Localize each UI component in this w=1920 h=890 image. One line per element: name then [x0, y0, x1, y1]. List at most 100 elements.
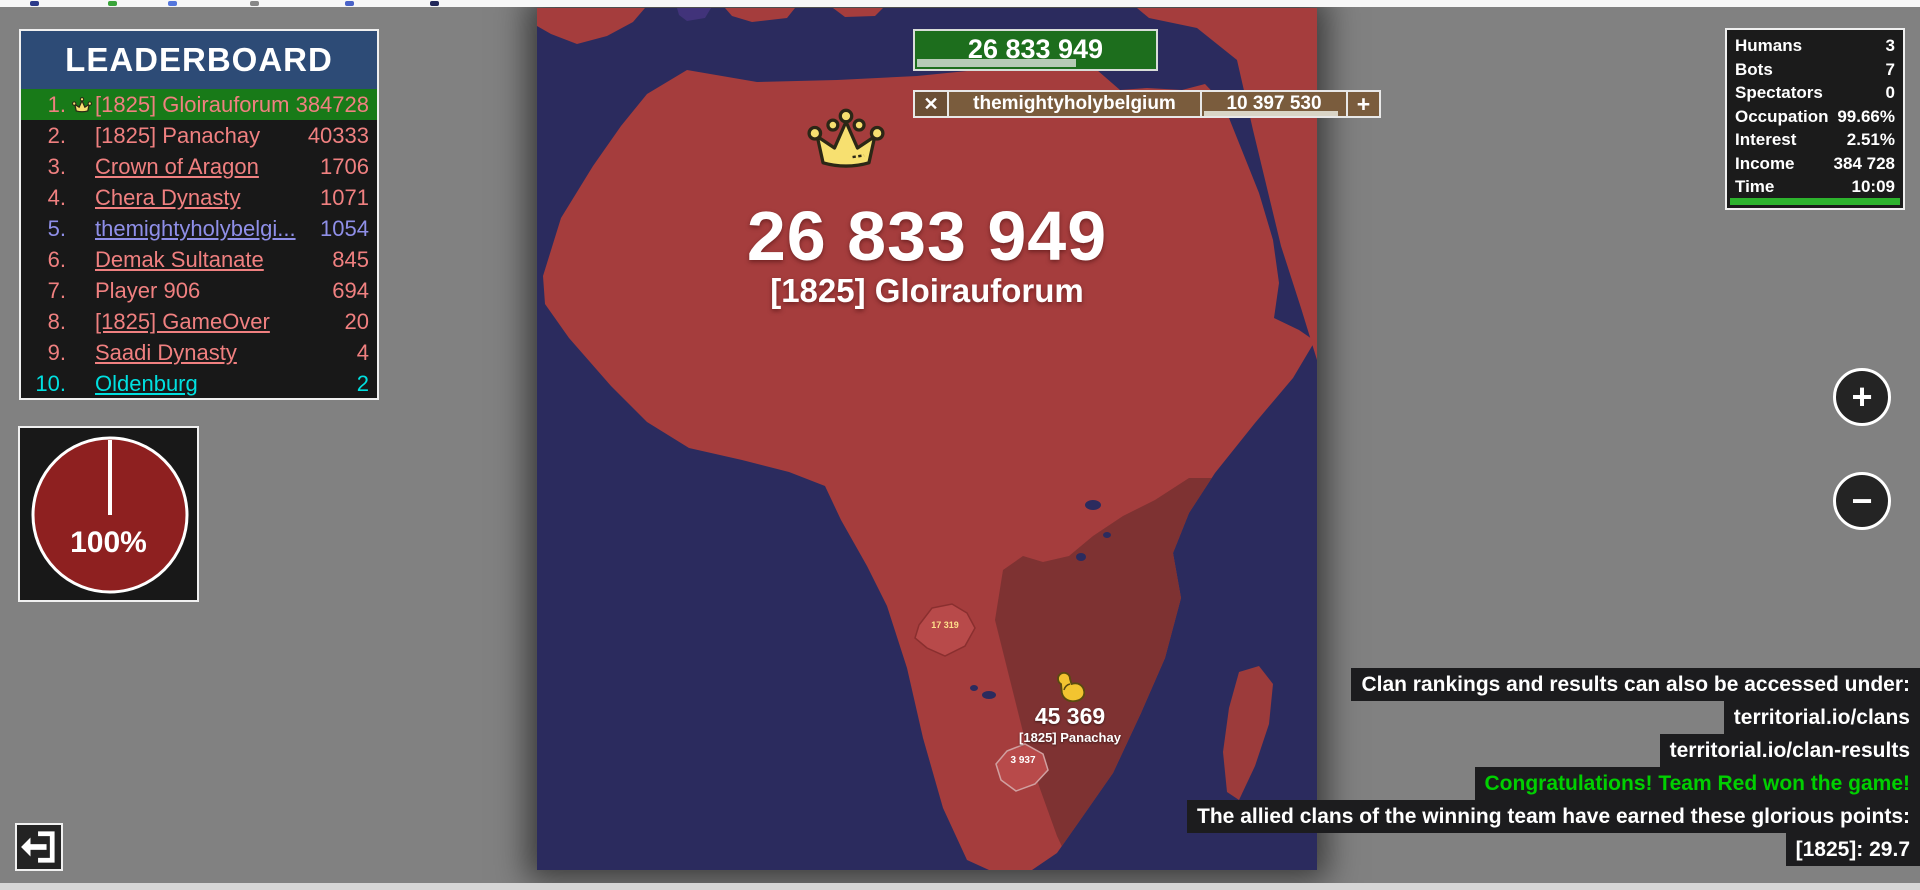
target-balance-progress — [1204, 111, 1338, 116]
leaderboard-row-9[interactable]: 9. Saadi Dynasty 4 — [21, 337, 377, 368]
leader-territory-score: 26 833 949 — [746, 197, 1108, 275]
exit-icon — [21, 831, 55, 863]
stat-value: 3 — [1885, 36, 1895, 55]
player-name: Chera Dynasty — [95, 184, 241, 210]
crown-icon — [805, 106, 887, 172]
player-score: 384728 — [295, 91, 369, 117]
player-name: themightyholybelgi... — [95, 215, 296, 241]
rank-label: 2. — [47, 122, 66, 148]
player-name: [1825] GameOver — [95, 308, 270, 334]
rank-label: 3. — [47, 153, 66, 179]
bookmark-icon — [168, 1, 177, 6]
occupation-pie-chart — [31, 436, 189, 594]
leaderboard-panel: LEADERBOARD 1. [1825] Gloirauforum 38472… — [19, 29, 379, 400]
stat-label: Income — [1735, 153, 1795, 173]
exit-game-button[interactable] — [15, 823, 63, 871]
stat-label: Interest — [1735, 130, 1797, 149]
leaderboard-row-2[interactable]: 2. [1825] Panachay 40333 — [21, 120, 377, 151]
player-name: [1825] Panachay — [95, 122, 261, 148]
message-clan-points: [1825]: 29.7 — [1785, 833, 1920, 866]
stat-label: Spectators — [1735, 83, 1823, 102]
stat-income: Income 384 728 — [1735, 152, 1895, 176]
leaderboard-row-10[interactable]: 10. Oldenburg 2 — [21, 368, 377, 399]
message-win-announcement: Congratulations! Team Red won the game! — [1474, 767, 1920, 800]
bookmark-icon — [430, 1, 439, 6]
player-score: 40333 — [307, 122, 369, 148]
player-score: 2 — [356, 370, 369, 396]
bookmark-icon — [30, 1, 39, 6]
leaderboard-row-1[interactable]: 1. [1825] Gloirauforum 384728 — [21, 89, 377, 120]
attack-target-bar: ✕ themightyholybelgium 10 397 530 + — [913, 90, 1381, 118]
stat-humans: Humans 3 — [1735, 34, 1895, 58]
player-score: 1071 — [320, 184, 369, 210]
stats-green-bar — [1730, 198, 1900, 205]
leaderboard-row-4[interactable]: 4. Chera Dynasty 1071 — [21, 182, 377, 213]
increase-attack-button[interactable]: + — [1346, 91, 1379, 117]
browser-bookmarks-strip — [0, 0, 1920, 7]
rank-label: 5. — [47, 215, 66, 241]
enclave-score: 17 319 — [931, 620, 959, 630]
leader-territory-name: [1825] Gloirauforum — [770, 272, 1084, 309]
leaderboard-row-7[interactable]: 7. Player 906 694 — [21, 275, 377, 306]
game-stats-panel: Humans 3 Bots 7 Spectators 0 Occupation … — [1725, 28, 1905, 210]
crown-icon — [69, 96, 95, 113]
rank-label: 8. — [47, 308, 66, 334]
leaderboard-title: LEADERBOARD — [21, 31, 377, 89]
rank-label: 1. — [47, 91, 66, 117]
leaderboard-row-5[interactable]: 5. themightyholybelgi... 1054 — [21, 213, 377, 244]
leaderboard-row-8[interactable]: 8. [1825] GameOver 20 — [21, 306, 377, 337]
occupation-percentage: 100% — [70, 526, 147, 559]
stat-time: Time 10:09 — [1735, 175, 1895, 199]
stat-bots: Bots 7 — [1735, 58, 1895, 82]
score-progress-bar — [917, 59, 1077, 67]
player-score: 4 — [356, 339, 369, 365]
player-score: 1054 — [320, 215, 369, 241]
target-player-balance: 10 397 530 — [1200, 92, 1346, 116]
browser-bottom-strip — [0, 883, 1920, 890]
zoom-in-button[interactable]: + — [1833, 368, 1891, 426]
stat-occupation: Occupation 99.66% — [1735, 105, 1895, 129]
panachay-territory-score: 45 369 — [1034, 703, 1106, 729]
bookmark-icon — [108, 1, 117, 6]
leaderboard-row-6[interactable]: 6. Demak Sultanate 845 — [21, 244, 377, 275]
player-name: Player 906 — [95, 277, 201, 303]
player-name: Oldenburg — [95, 370, 198, 396]
message-clan-results-link: territorial.io/clan-results — [1659, 734, 1920, 767]
panachay-territory-name: [1825] Panachay — [1019, 730, 1121, 745]
bookmark-icon — [345, 1, 354, 6]
target-balance-value: 10 397 530 — [1226, 93, 1322, 114]
player-name: [1825] Gloirauforum — [95, 91, 290, 117]
stat-label: Bots — [1735, 59, 1773, 79]
bookmark-icon — [250, 1, 259, 6]
stat-interest: Interest 2.51% — [1735, 128, 1895, 152]
rank-label: 9. — [47, 339, 66, 365]
stat-spectators: Spectators 0 — [1735, 81, 1895, 105]
stat-value: 2.51% — [1846, 130, 1895, 149]
stat-value: 10:09 — [1851, 177, 1895, 196]
leaderboard-row-3[interactable]: 3. Crown of Aragon 1706 — [21, 151, 377, 182]
zoom-out-button[interactable]: − — [1833, 472, 1891, 530]
stat-value: 384 728 — [1833, 153, 1895, 173]
player-name: Crown of Aragon — [95, 153, 259, 179]
close-target-button[interactable]: ✕ — [915, 92, 949, 116]
game-messages: Clan rankings and results can also be ac… — [1187, 668, 1920, 866]
occupation-pie-panel: 100% — [18, 426, 199, 602]
target-player-name: themightyholybelgium — [973, 93, 1176, 114]
stat-label: Humans — [1735, 36, 1803, 55]
rank-label: 10. — [35, 370, 66, 396]
rank-label: 4. — [47, 184, 66, 210]
rank-label: 7. — [47, 277, 66, 303]
player-score: 1706 — [320, 153, 369, 179]
stat-value: 0 — [1885, 83, 1895, 102]
player-name: Saadi Dynasty — [95, 339, 237, 365]
player-name: Demak Sultanate — [95, 246, 264, 272]
player-score: 845 — [332, 246, 369, 272]
player-score: 20 — [344, 308, 369, 334]
enclave-score: 3 937 — [1010, 755, 1036, 766]
message-line: The allied clans of the winning team hav… — [1187, 800, 1920, 833]
stat-label: Time — [1735, 177, 1775, 196]
own-score-box: 26 833 949 — [913, 29, 1158, 71]
message-clans-link: territorial.io/clans — [1723, 701, 1920, 734]
flexed-biceps-icon — [1055, 671, 1086, 703]
rank-label: 6. — [47, 246, 66, 272]
